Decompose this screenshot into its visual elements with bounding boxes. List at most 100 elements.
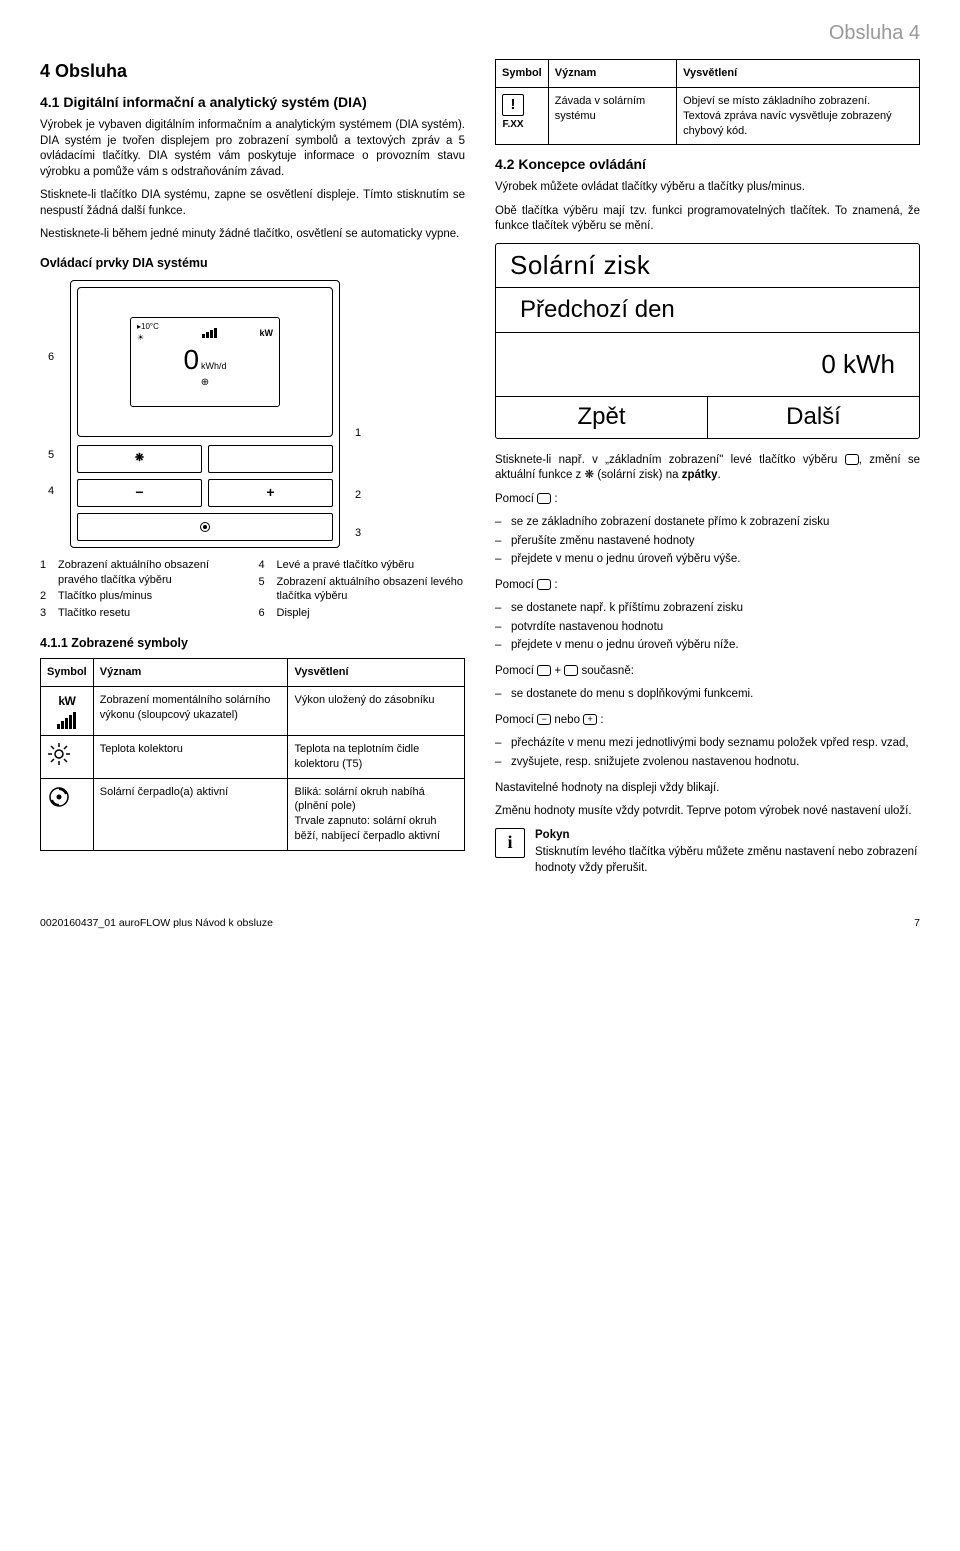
legend-2-text: Tlačítko plus/minus xyxy=(58,589,152,604)
list-2: se dostanete např. k příštímu zobrazení … xyxy=(495,601,920,654)
list-1: se ze základního zobrazení dostanete pří… xyxy=(495,515,920,568)
para-confirm: Změnu hodnoty musíte vždy potvrdit. Tepr… xyxy=(495,804,920,820)
screen-sun-icon: ☀ xyxy=(137,333,159,344)
btn-glyph-right xyxy=(537,579,551,590)
note-box: i Pokyn Stisknutím levého tlačítka výběr… xyxy=(495,828,920,877)
btn-glyph-blank xyxy=(845,454,859,465)
symtab-r3-meaning: Solární čerpadlo(a) aktivní xyxy=(93,778,288,850)
symtab2-th-expl: Vysvětlení xyxy=(677,60,920,88)
callout-3: 3 xyxy=(355,526,361,541)
display-mid1: Předchozí den xyxy=(496,288,919,333)
btn-glyph-left xyxy=(537,493,551,504)
list1-i2: přerušíte změnu nastavené hodnoty xyxy=(495,534,920,550)
footer-page-number: 7 xyxy=(914,916,920,930)
plus-button[interactable]: + xyxy=(208,479,333,507)
para-4-2-b: Obě tlačítka výběru mají tzv. funkci pro… xyxy=(495,204,920,235)
pump-icon xyxy=(47,785,71,809)
symtab-r1-icon: kW xyxy=(41,686,94,735)
legend-1-num: 1 xyxy=(40,558,52,588)
list4-i2: zvyšujete, resp. snižujete zvolenou nast… xyxy=(495,755,920,771)
list-3: se dostanete do menu s doplňkovými funkc… xyxy=(495,687,920,703)
btn-glyph-plus: + xyxy=(583,714,597,725)
para-4-2-a: Výrobek můžete ovládat tlačítky výběru a… xyxy=(495,180,920,196)
page-header-right: Obsluha 4 xyxy=(40,20,920,47)
para-4-1-a: Výrobek je vybaven digitálním informační… xyxy=(40,118,465,180)
left-select-button[interactable]: ❋ xyxy=(77,445,202,473)
symtab-th-symbol: Symbol xyxy=(41,658,94,686)
pump-icon: ⊕ xyxy=(201,376,209,390)
para-4-1-b: Stisknete-li tlačítko DIA systému, zapne… xyxy=(40,188,465,219)
symtab-r1-expl: Výkon uložený do zásobníku xyxy=(288,686,465,735)
device-figure: ▸10°C ☀ kW 0 kWh/d xyxy=(70,280,340,548)
note-body: Stisknutím levého tlačítka výběru můžete… xyxy=(535,845,920,876)
figure-legend: 1Zobrazení aktuálního obsazení pravého t… xyxy=(40,558,465,623)
warning-icon: ! xyxy=(502,94,524,116)
btn-glyph-l2 xyxy=(537,665,551,676)
left-column: 4 Obsluha 4.1 Digitální informační a ana… xyxy=(40,59,465,876)
list1-i1: se ze základního zobrazení dostanete pří… xyxy=(495,515,920,531)
symtab2-r1-expl: Objeví se místo základního zobrazení. Te… xyxy=(677,87,920,145)
legend-1-text: Zobrazení aktuálního obsazení pravého tl… xyxy=(58,558,247,588)
symtab-th-meaning: Význam xyxy=(93,658,288,686)
list-4: přecházíte v menu mezi jednotlivými body… xyxy=(495,736,920,770)
controls-heading: Ovládací prvky DIA systému xyxy=(40,255,465,272)
para-blink: Nastavitelné hodnoty na displeji vždy bl… xyxy=(495,781,920,797)
section-4-1-1-title: 4.1.1 Zobrazené symboly xyxy=(40,635,465,652)
pomoci-3: Pomocí + současně: xyxy=(495,664,920,680)
symtab2-th-meaning: Význam xyxy=(548,60,676,88)
right-select-button[interactable] xyxy=(208,445,333,473)
display-bottom-right: Další xyxy=(708,397,919,437)
callout-4: 4 xyxy=(48,484,54,499)
reset-icon xyxy=(200,522,210,532)
legend-3-text: Tlačítko resetu xyxy=(58,606,130,621)
list3-i1: se dostanete do menu s doplňkovými funkc… xyxy=(495,687,920,703)
section-4-1-title: 4.1 Digitální informační a analytický sy… xyxy=(40,93,465,112)
symtab2-r1-icon: ! F.XX xyxy=(496,87,549,145)
callout-5: 5 xyxy=(48,448,54,463)
list2-i3: přejdete v menu o jednu úroveň výběru ní… xyxy=(495,638,920,654)
legend-2-num: 2 xyxy=(40,589,52,604)
symtab-r3-expl: Bliká: solární okruh nabíhá (plnění pole… xyxy=(288,778,465,850)
footer-left: 0020160437_01 auroFLOW plus Návod k obsl… xyxy=(40,916,273,930)
reset-button[interactable] xyxy=(77,513,333,541)
fault-code-label: F.XX xyxy=(502,118,523,132)
minus-button[interactable]: − xyxy=(77,479,202,507)
list4-i1: přecházíte v menu mezi jednotlivými body… xyxy=(495,736,920,752)
display-top: Solární zisk xyxy=(496,244,919,288)
symtab-r2-icon xyxy=(41,735,94,778)
legend-5-num: 5 xyxy=(259,575,271,605)
btn-glyph-r2 xyxy=(564,665,578,676)
device-screen-outer: ▸10°C ☀ kW 0 kWh/d xyxy=(77,287,333,437)
columns: 4 Obsluha 4.1 Digitální informační a ana… xyxy=(40,59,920,876)
symbol-table-right: Symbol Význam Vysvětlení ! F.XX Závada v… xyxy=(495,59,920,145)
callout-2: 2 xyxy=(355,488,361,503)
screen-kw-label: kW xyxy=(259,327,273,339)
display-example: Solární zisk Předchozí den 0 kWh Zpět Da… xyxy=(495,243,920,439)
symbol-table-left: Symbol Význam Vysvětlení kW Zobrazení mo… xyxy=(40,658,465,851)
list2-i2: potvrdíte nastavenou hodnotu xyxy=(495,620,920,636)
list1-i3: přejdete v menu o jednu úroveň výběru vý… xyxy=(495,552,920,568)
legend-6-num: 6 xyxy=(259,606,271,621)
symtab-th-expl: Vysvětlení xyxy=(288,658,465,686)
list2-i1: se dostanete např. k příštímu zobrazení … xyxy=(495,601,920,617)
symtab-r3-icon xyxy=(41,778,94,850)
screen-temp: 10°C xyxy=(141,322,159,331)
legend-3-num: 3 xyxy=(40,606,52,621)
btn-glyph-minus: − xyxy=(537,714,551,725)
selection-button-row: ❋ xyxy=(77,445,333,473)
note-title: Pokyn xyxy=(535,828,920,844)
pomoci-2: Pomocí : xyxy=(495,578,920,594)
legend-4-text: Levé a pravé tlačítko výběru xyxy=(277,558,415,573)
device-screen: ▸10°C ☀ kW 0 kWh/d xyxy=(130,317,280,407)
power-bars-icon xyxy=(202,328,217,338)
display-mid2: 0 kWh xyxy=(496,333,919,397)
info-icon: i xyxy=(495,828,525,858)
collector-sun-icon xyxy=(47,742,71,766)
pomoci-1: Pomocí : xyxy=(495,492,920,508)
legend-4-num: 4 xyxy=(259,558,271,573)
symtab-r2-meaning: Teplota kolektoru xyxy=(93,735,288,778)
section-4-title: 4 Obsluha xyxy=(40,59,465,83)
bars-icon xyxy=(57,712,76,729)
symtab2-r1-meaning: Závada v solárním systému xyxy=(548,87,676,145)
screen-kwhd: kWh/d xyxy=(201,360,227,372)
